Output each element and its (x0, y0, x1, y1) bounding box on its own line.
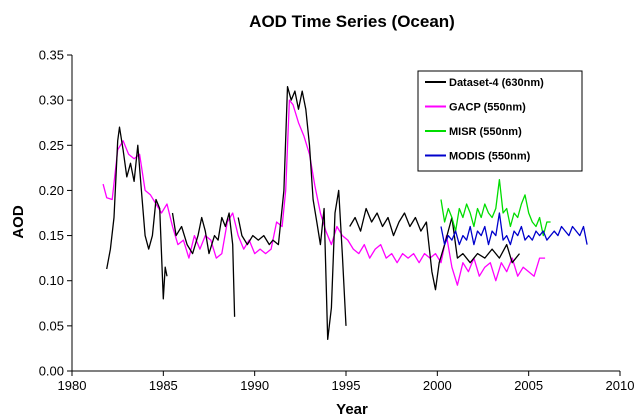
legend-label: MODIS (550nm) (449, 151, 531, 163)
y-tick-label: 0.35 (39, 48, 64, 63)
series-line-gacp-550nm (102, 99, 546, 286)
y-tick-label: 0.10 (39, 273, 64, 288)
y-tick-label: 0.00 (39, 364, 64, 379)
x-tick-label: 2010 (606, 378, 635, 393)
chart-title: AOD Time Series (Ocean) (249, 12, 455, 31)
y-axis-ticks: 0.00 0.05 0.10 0.15 0.20 0.25 0.30 0.35 (39, 48, 72, 379)
series-line-dataset-4-630nm (171, 212, 236, 317)
legend-label: GACP (550nm) (449, 102, 526, 114)
legend-label: Dataset-4 (630nm) (449, 77, 544, 89)
x-tick-label: 1985 (149, 378, 178, 393)
series-line-dataset-4-630nm (349, 207, 521, 291)
x-tick-label: 2005 (514, 378, 543, 393)
series-line-misr-550nm (440, 178, 551, 237)
y-tick-label: 0.20 (39, 183, 64, 198)
x-tick-label: 1980 (58, 378, 87, 393)
x-tick-label: 1995 (332, 378, 361, 393)
y-tick-label: 0.25 (39, 138, 64, 153)
y-tick-label: 0.15 (39, 228, 64, 243)
legend-label: MISR (550nm) (449, 126, 522, 138)
y-tick-label: 0.30 (39, 93, 64, 108)
legend-box (417, 70, 583, 172)
series-line-dataset-4-630nm (106, 126, 168, 300)
x-axis-label: Year (336, 401, 368, 418)
x-axis-ticks: 1980 1985 1990 1995 2000 2005 2010 (58, 371, 635, 393)
series-lines (102, 85, 588, 341)
series-line-modis-550nm (440, 212, 588, 246)
x-tick-label: 1990 (240, 378, 269, 393)
x-tick-label: 2000 (423, 378, 452, 393)
y-axis-label: AOD (10, 205, 27, 239)
series-line-dataset-4-630nm (237, 85, 347, 341)
legend: Dataset-4 (630nm) GACP (550nm) MISR (550nm… (417, 70, 583, 172)
y-tick-label: 0.05 (39, 318, 64, 333)
